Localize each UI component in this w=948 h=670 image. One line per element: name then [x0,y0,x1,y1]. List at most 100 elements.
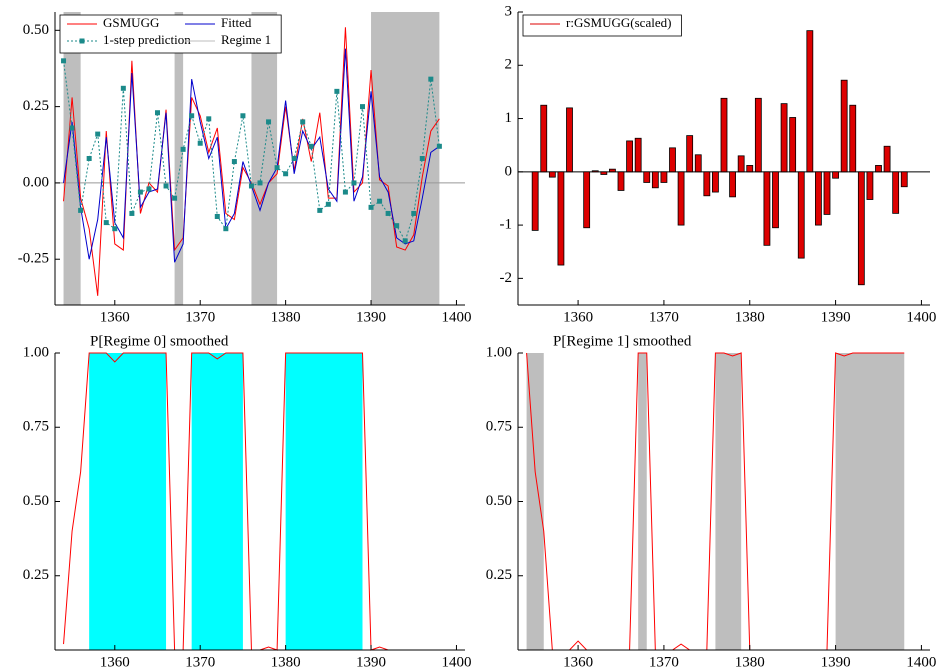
y-tick-label: 0.50 [23,22,49,38]
series-marker [206,116,212,122]
x-tick-label: 1400 [441,654,471,670]
panel-title: P[Regime 1] smoothed [553,333,692,349]
bar [617,171,625,191]
x-tick-label: 1390 [356,654,386,670]
bar [875,165,882,173]
series-marker [291,156,297,161]
y-tick-label: 1.00 [23,344,49,360]
legend-label: 1-step prediction [103,32,191,47]
bar [712,171,719,193]
bar [651,171,659,189]
series-marker [274,165,280,171]
x-tick-label: 1380 [271,654,301,670]
bar [703,171,711,197]
bar [815,171,822,226]
y-tick-label: -0.25 [18,251,49,267]
x-tick-label: 1400 [906,309,936,325]
x-tick-label: 1400 [441,309,471,325]
x-tick-label: 1390 [356,309,386,325]
regime-span [285,353,363,650]
series-marker [436,143,442,149]
legend-box [59,14,282,54]
y-tick-label: 0.75 [23,419,49,435]
bar [857,171,865,286]
y-tick-label: 0 [505,163,513,179]
bar [548,171,556,178]
series-marker [103,220,109,226]
legend-marker [79,38,85,44]
y-tick-label: 1 [505,110,513,126]
regime-span [526,353,544,650]
regime-span [251,12,278,305]
series-marker [402,238,408,244]
series-marker [223,226,229,232]
series-marker [78,207,84,213]
legend-label: GSMUGG [103,15,159,30]
legend-box [522,14,682,37]
y-tick-label: 0.50 [486,493,512,509]
bar [763,171,771,246]
x-tick-label: 1370 [185,309,215,325]
series-marker [308,143,314,149]
regime-span [174,12,184,305]
bar [669,147,676,173]
y-tick-label: 1.00 [486,344,512,360]
series-marker [360,104,365,110]
series-marker [61,58,67,64]
bar [900,171,908,188]
regime-span [191,353,243,650]
series-marker [248,183,254,189]
x-tick-label: 1360 [100,309,130,325]
legend: GSMUGG Fitted 1-step prediction Regime 1 [59,14,282,54]
series-marker [189,113,195,119]
bar [789,117,797,173]
panel: 1360 1370 1380 1390 1400 0.25 0.50 0.75 1.00 P[Re… [486,333,937,670]
series-marker [334,88,340,94]
legend-label: r:GSMUGG(scaled) [566,15,671,30]
series-marker [231,159,237,165]
legend-label: Regime 1 [221,32,271,47]
y-tick-label: 0.00 [23,174,49,190]
panel: 1360 1370 1380 1390 1400 0.25 0.50 0.75 1.00 P[Re… [23,333,472,670]
bar [686,135,694,173]
x-tick-label: 1390 [821,309,851,325]
y-tick-label: -1 [500,217,513,233]
x-tick-label: 1370 [185,654,215,670]
bar [866,171,874,200]
x-tick-label: 1360 [563,309,593,325]
series-marker [351,180,357,186]
bar [600,171,608,175]
x-tick-label: 1380 [271,309,301,325]
series-marker [257,180,263,186]
bar [557,171,565,266]
series-marker [129,210,135,216]
x-tick-label: 1360 [100,654,130,670]
bar [609,168,616,173]
series-marker [411,210,417,216]
bar [780,103,788,173]
series-marker [342,189,348,195]
series-marker [120,85,126,91]
bar [634,137,642,173]
y-tick-label: 0.50 [23,493,49,509]
bar [840,79,848,173]
series-marker [69,125,75,131]
bar [823,171,831,215]
x-tick-label: 1390 [821,654,851,670]
y-tick-label: 3 [505,3,513,19]
series-marker [317,207,323,213]
series-marker [394,223,400,229]
x-tick-label: 1380 [735,309,765,325]
bar [797,171,805,259]
y-tick-label: 0.25 [486,567,512,583]
series-marker [240,113,246,119]
bar [720,97,728,173]
y-tick-label: -2 [500,270,513,286]
x-tick-label: 1400 [906,654,936,670]
regime-span [835,353,905,650]
series-marker [428,76,434,82]
panel-title: P[Regime 0] smoothed [90,333,229,349]
series-marker [197,140,203,146]
panel: 1360 1370 1380 1390 1400 -2 -1 0 1 2 3 r:GSMUGG(sca… [500,3,937,325]
